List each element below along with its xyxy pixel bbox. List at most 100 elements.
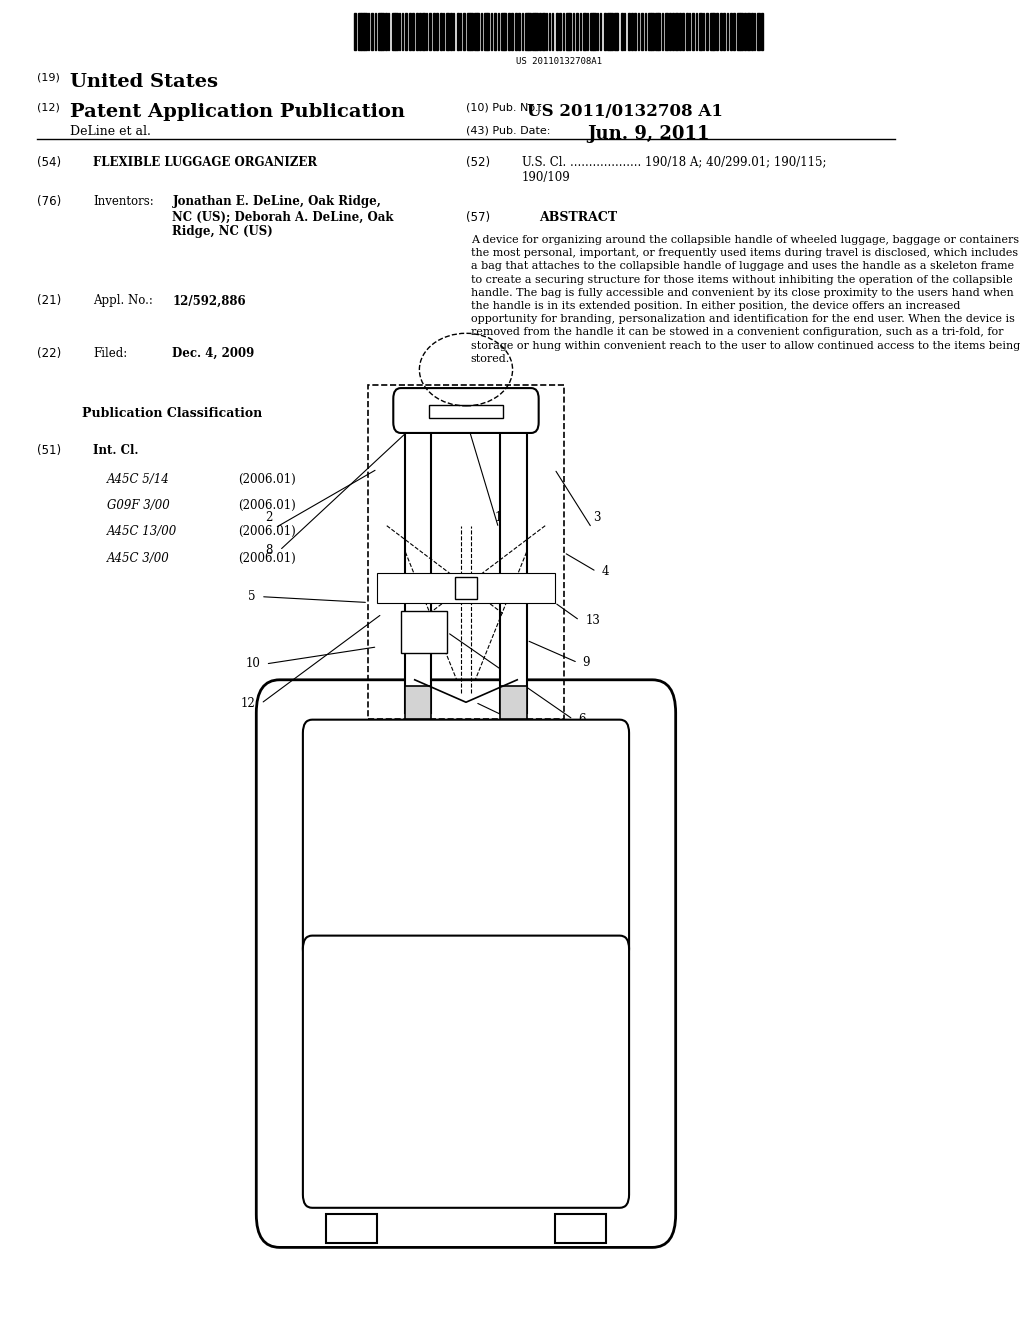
Bar — [505, 13, 506, 50]
Bar — [672, 13, 674, 50]
Text: 12/592,886: 12/592,886 — [172, 294, 246, 308]
Text: (2006.01): (2006.01) — [238, 525, 295, 539]
Text: Jonathan E. DeLine, Oak Ridge,
NC (US); Deborah A. DeLine, Oak
Ridge, NC (US): Jonathan E. DeLine, Oak Ridge, NC (US); … — [172, 195, 394, 239]
Bar — [402, 13, 403, 50]
Text: (21): (21) — [37, 294, 61, 308]
Bar — [720, 13, 723, 50]
Bar — [549, 13, 550, 50]
Bar — [501, 13, 504, 50]
Text: (76): (76) — [37, 195, 61, 209]
Bar — [419, 13, 421, 50]
Bar — [487, 13, 489, 50]
Bar — [361, 13, 364, 50]
Bar — [498, 13, 499, 50]
Text: Publication Classification: Publication Classification — [82, 407, 262, 420]
Bar — [477, 13, 479, 50]
Text: (19): (19) — [37, 73, 60, 83]
Text: 4: 4 — [602, 565, 609, 578]
Bar — [372, 13, 373, 50]
Bar — [555, 1214, 606, 1243]
Bar — [470, 13, 473, 50]
Text: (2006.01): (2006.01) — [238, 473, 295, 486]
Bar — [580, 13, 581, 50]
Text: (54): (54) — [37, 156, 61, 169]
Bar — [490, 13, 493, 50]
Bar — [699, 13, 701, 50]
Bar — [480, 13, 482, 50]
Bar — [710, 13, 713, 50]
Text: (57): (57) — [466, 211, 490, 224]
Bar — [648, 13, 650, 50]
Text: Patent Application Publication: Patent Application Publication — [70, 103, 404, 121]
Text: Appl. No.:: Appl. No.: — [93, 294, 153, 308]
Bar — [666, 13, 668, 50]
Text: 9: 9 — [583, 656, 590, 669]
Bar — [395, 13, 398, 50]
Bar — [651, 13, 654, 50]
Bar — [433, 13, 434, 50]
Bar — [368, 385, 564, 719]
Text: (43) Pub. Date:: (43) Pub. Date: — [466, 125, 550, 136]
Bar — [669, 13, 672, 50]
Bar — [368, 13, 370, 50]
Bar — [406, 686, 431, 719]
Bar — [525, 13, 528, 50]
Bar — [457, 13, 459, 50]
Bar — [566, 13, 569, 50]
Text: (52): (52) — [466, 156, 490, 169]
Bar — [398, 13, 400, 50]
Bar — [511, 13, 513, 50]
Text: FLEXIBLE LUGGAGE ORGANIZER: FLEXIBLE LUGGAGE ORGANIZER — [93, 156, 317, 169]
Bar — [727, 13, 728, 50]
Text: United States: United States — [70, 73, 218, 91]
Bar — [450, 13, 453, 50]
Bar — [707, 13, 709, 50]
Bar — [644, 13, 646, 50]
FancyBboxPatch shape — [256, 680, 676, 1247]
Bar — [365, 13, 367, 50]
Text: DeLine et al.: DeLine et al. — [70, 125, 151, 139]
Bar — [536, 13, 539, 50]
Bar — [717, 13, 718, 50]
Bar — [723, 13, 725, 50]
Text: 10: 10 — [245, 657, 260, 671]
Bar — [600, 13, 601, 50]
Bar — [621, 13, 623, 50]
Bar — [754, 13, 756, 50]
Bar — [464, 13, 465, 50]
Bar — [751, 13, 754, 50]
Bar — [327, 1214, 378, 1243]
Bar — [686, 13, 687, 50]
Bar — [597, 13, 598, 50]
Bar — [460, 13, 462, 50]
Text: 12: 12 — [241, 697, 255, 710]
Bar — [501, 422, 526, 713]
Bar — [613, 13, 616, 50]
Bar — [378, 573, 555, 602]
Bar — [617, 13, 618, 50]
Bar — [392, 13, 395, 50]
Bar — [577, 13, 579, 50]
Bar — [495, 13, 497, 50]
Bar — [539, 13, 541, 50]
Bar — [740, 13, 743, 50]
Bar — [552, 13, 553, 50]
Bar — [556, 13, 557, 50]
Text: 13: 13 — [586, 614, 600, 627]
Bar — [624, 13, 626, 50]
Text: (10) Pub. No.:: (10) Pub. No.: — [466, 103, 542, 114]
Text: Filed:: Filed: — [93, 347, 127, 360]
Bar — [737, 13, 740, 50]
Bar — [521, 13, 523, 50]
Text: (2006.01): (2006.01) — [238, 499, 295, 512]
Text: ABSTRACT: ABSTRACT — [539, 211, 616, 224]
Bar — [423, 13, 425, 50]
Text: 7: 7 — [571, 748, 579, 762]
Bar — [446, 13, 449, 50]
Bar — [559, 13, 561, 50]
Bar — [474, 13, 476, 50]
Bar — [662, 13, 663, 50]
FancyBboxPatch shape — [393, 388, 539, 433]
Bar — [406, 13, 407, 50]
Text: US 2011/0132708 A1: US 2011/0132708 A1 — [526, 103, 722, 120]
